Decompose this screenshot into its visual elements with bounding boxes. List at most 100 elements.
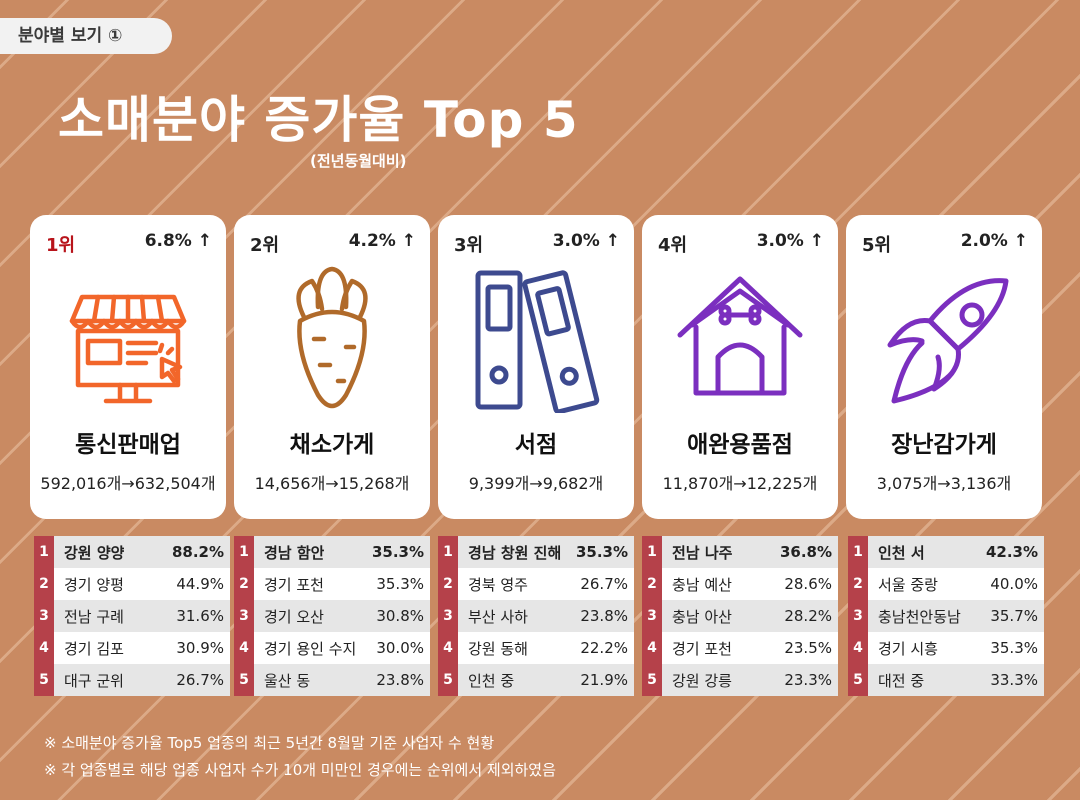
- rank-label: 5위: [862, 235, 892, 256]
- table-row: 3 전남 구례 31.6%: [34, 600, 230, 632]
- region-name: 경기 시흥: [878, 639, 938, 658]
- region-rate: 31.6%: [176, 607, 224, 625]
- region-name: 경기 용인 수지: [264, 639, 357, 658]
- category-name: 채소가게: [289, 432, 375, 458]
- region-rate: 23.8%: [376, 671, 424, 689]
- table-row: 4 경기 용인 수지 30.0%: [234, 632, 430, 664]
- region-name: 경기 김포: [64, 639, 124, 658]
- region-table-1: 1 강원 양양 88.2% 2 경기 양평 44.9% 3 전남 구례 31.6% 4 경기 …: [34, 536, 230, 696]
- table-row: 2 경북 영주 26.7%: [438, 568, 634, 600]
- region-name: 대전 중: [878, 671, 925, 690]
- region-rate: 35.3%: [575, 543, 628, 561]
- rank-label: 1위: [46, 235, 76, 256]
- table-row: 4 경기 시흥 35.3%: [848, 632, 1044, 664]
- footnote: ※ 각 업종별로 해당 업종 사업자 수가 10개 미만인 경우에는 순위에서 …: [44, 761, 556, 779]
- growth-rate: 3.0% ↑: [756, 231, 824, 251]
- region-rate: 23.8%: [580, 607, 628, 625]
- table-row: 1 경남 함안 35.3%: [234, 536, 430, 568]
- region-name: 인천 서: [878, 543, 925, 562]
- doghouse-icon: [677, 276, 803, 396]
- table-row: 4 경기 김포 30.9%: [34, 632, 230, 664]
- region-rate: 28.6%: [784, 575, 832, 593]
- region-rate: 40.0%: [990, 575, 1038, 593]
- rank-label: 2위: [250, 235, 280, 256]
- region-rate: 33.3%: [990, 671, 1038, 689]
- table-row: 2 경기 양평 44.9%: [34, 568, 230, 600]
- region-rate: 35.7%: [990, 607, 1038, 625]
- business-count: 592,016개→632,504개: [40, 474, 216, 493]
- region-name: 충남 아산: [672, 607, 732, 626]
- section-tag: 분야별 보기 ①: [0, 18, 172, 54]
- region-rate: 23.5%: [784, 639, 832, 657]
- category-card-2: 2위 4.2% ↑ 채소가게 14,656개→15,268개: [234, 215, 430, 519]
- page-title: 소매분야 증가율 Top 5: [58, 91, 579, 149]
- region-rate: 30.9%: [176, 639, 224, 657]
- category-card-1: 1위 6.8% ↑ 통신판매업 592,016개→632,504개: [30, 215, 226, 519]
- growth-rate: 4.2% ↑: [348, 231, 416, 251]
- region-rate: 44.9%: [176, 575, 224, 593]
- table-row: 5 인천 중 21.9%: [438, 664, 634, 696]
- region-name: 강원 양양: [64, 543, 125, 562]
- category-name: 애완용품점: [687, 432, 793, 458]
- business-count: 11,870개→12,225개: [662, 474, 818, 493]
- region-rate: 36.8%: [779, 543, 832, 561]
- footnotes: ※ 소매분야 증가율 Top5 업종의 최근 5년간 8월말 기준 사업자 수 …: [44, 730, 556, 784]
- region-rate: 28.2%: [784, 607, 832, 625]
- table-row: 1 경남 창원 진해 35.3%: [438, 536, 634, 568]
- region-name: 경남 함안: [264, 543, 325, 562]
- category-card-3: 3위 3.0% ↑ 서점 9,399개→9,682개: [438, 215, 634, 519]
- online-store-icon: [69, 294, 187, 404]
- region-name: 인천 중: [468, 671, 515, 690]
- region-rate: 22.2%: [580, 639, 628, 657]
- growth-rate: 2.0% ↑: [960, 231, 1028, 251]
- region-rate: 35.3%: [376, 575, 424, 593]
- region-rate: 23.3%: [784, 671, 832, 689]
- rank-label: 4위: [658, 235, 688, 256]
- table-row: 1 전남 나주 36.8%: [642, 536, 838, 568]
- business-count: 14,656개→15,268개: [254, 474, 410, 493]
- category-card-5: 5위 2.0% ↑ 장난감가게 3,075개→3,136개: [846, 215, 1042, 519]
- category-card-4: 4위 3.0% ↑ 애완용품점 11,870개→12,225개: [642, 215, 838, 519]
- region-name: 충남천안동남: [878, 607, 961, 626]
- table-row: 4 경기 포천 23.5%: [642, 632, 838, 664]
- category-name: 통신판매업: [75, 432, 181, 458]
- region-name: 경기 양평: [64, 575, 124, 594]
- region-name: 강원 강릉: [672, 671, 732, 690]
- region-name: 전남 나주: [672, 543, 733, 562]
- region-rate: 26.7%: [176, 671, 224, 689]
- region-name: 경기 포천: [672, 639, 732, 658]
- region-name: 부산 사하: [468, 607, 528, 626]
- business-count: 9,399개→9,682개: [468, 474, 604, 493]
- table-row: 3 충남 아산 28.2%: [642, 600, 838, 632]
- category-name: 서점: [514, 432, 558, 458]
- table-row: 3 충남천안동남 35.7%: [848, 600, 1044, 632]
- table-row: 1 강원 양양 88.2%: [34, 536, 230, 568]
- table-row: 1 인천 서 42.3%: [848, 536, 1044, 568]
- region-table-2: 1 경남 함안 35.3% 2 경기 포천 35.3% 3 경기 오산 30.8% 4 경기 …: [234, 536, 430, 696]
- footnote: ※ 소매분야 증가율 Top5 업종의 최근 5년간 8월말 기준 사업자 수 …: [44, 734, 495, 752]
- table-row: 5 강원 강릉 23.3%: [642, 664, 838, 696]
- table-row: 5 울산 동 23.8%: [234, 664, 430, 696]
- table-row: 2 경기 포천 35.3%: [234, 568, 430, 600]
- region-rate: 21.9%: [580, 671, 628, 689]
- region-rate: 30.0%: [376, 639, 424, 657]
- region-table-4: 1 전남 나주 36.8% 2 충남 예산 28.6% 3 충남 아산 28.2% 4 경기 …: [642, 536, 838, 696]
- rank-label: 3위: [454, 235, 484, 256]
- region-name: 전남 구례: [64, 607, 124, 626]
- table-row: 4 강원 동해 22.2%: [438, 632, 634, 664]
- page-subtitle: (전년동월대비): [310, 152, 407, 170]
- region-name: 서울 중랑: [878, 575, 938, 594]
- growth-rate: 6.8% ↑: [144, 231, 212, 251]
- region-rate: 26.7%: [580, 575, 628, 593]
- table-row: 5 대전 중 33.3%: [848, 664, 1044, 696]
- table-row: 2 충남 예산 28.6%: [642, 568, 838, 600]
- table-row: 2 서울 중랑 40.0%: [848, 568, 1044, 600]
- business-count: 3,075개→3,136개: [876, 474, 1012, 493]
- region-rate: 42.3%: [985, 543, 1038, 561]
- region-name: 경기 오산: [264, 607, 324, 626]
- table-row: 3 경기 오산 30.8%: [234, 600, 430, 632]
- region-rate: 35.3%: [371, 543, 424, 561]
- region-name: 경남 창원 진해: [468, 543, 562, 562]
- region-name: 대구 군위: [64, 671, 124, 690]
- region-name: 충남 예산: [672, 575, 732, 594]
